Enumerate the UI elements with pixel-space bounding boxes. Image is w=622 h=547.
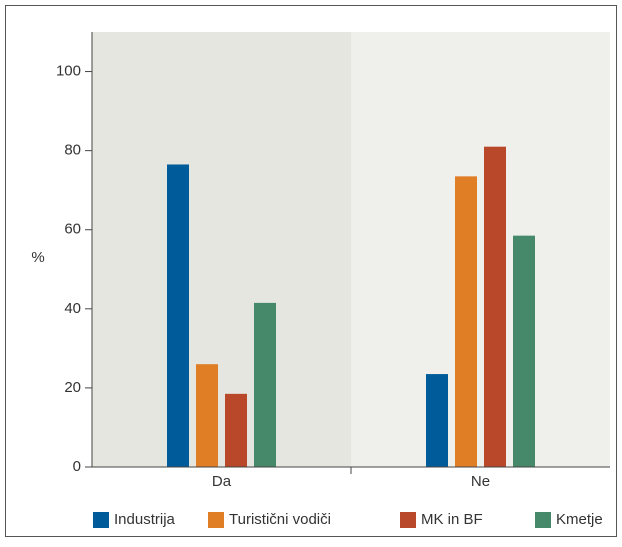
y-axis-label: % <box>31 249 44 266</box>
x-tick-label: Ne <box>471 473 490 490</box>
y-tick-label: 0 <box>73 458 81 475</box>
category-panel-da <box>92 32 351 467</box>
legend-label: Kmetje <box>556 511 603 528</box>
legend-swatch <box>400 512 416 528</box>
bar-da-2 <box>225 393 247 467</box>
legend-swatch <box>93 512 109 528</box>
bar-da-3 <box>254 302 276 467</box>
bar-ne-0 <box>426 374 448 467</box>
y-tick-label: 60 <box>64 221 81 238</box>
bar-da-0 <box>167 164 189 467</box>
y-tick-label: 40 <box>64 300 81 317</box>
legend-label: Turistični vodiči <box>229 511 331 528</box>
bar-ne-2 <box>484 146 506 467</box>
x-tick-label: Da <box>212 473 232 490</box>
bar-ne-3 <box>513 235 535 467</box>
legend-label: Industrija <box>114 511 176 528</box>
y-tick-label: 20 <box>64 379 81 396</box>
bar-ne-1 <box>455 176 477 467</box>
legend-label: MK in BF <box>421 511 483 528</box>
bar-da-1 <box>196 364 218 467</box>
legend-swatch <box>208 512 224 528</box>
category-panel-ne <box>351 32 610 467</box>
y-tick-label: 80 <box>64 142 81 159</box>
y-tick-label: 100 <box>56 63 81 80</box>
legend-swatch <box>535 512 551 528</box>
